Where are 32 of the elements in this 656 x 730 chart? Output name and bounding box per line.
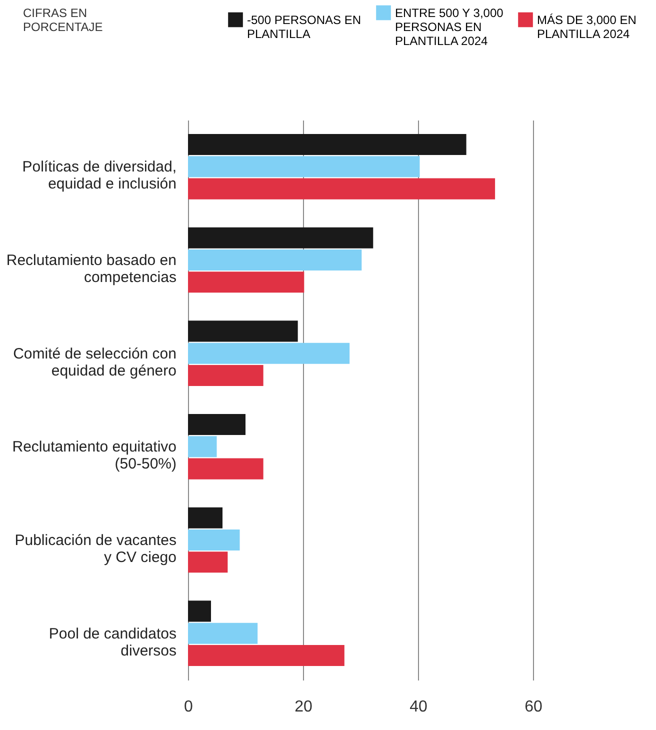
x-tick-label: 20 [294,698,312,716]
x-tick-label: 40 [410,698,428,716]
bar [188,249,362,271]
bar [188,320,298,342]
bar [188,458,264,480]
y-tick-label: Políticas de diversidad, equidad e inclusión [22,158,176,193]
bar [188,529,240,551]
bar [188,156,420,178]
y-tick-label: Reclutamiento basado en competencias [6,252,176,286]
y-tick-label: Reclutamiento equitativo (50-50%) [12,438,176,473]
bar [188,622,258,644]
bar [188,644,344,666]
bar [188,178,496,200]
bar [188,342,350,364]
legend-label: ENTRE 500 Y 3,000 PERSONAS EN PLANTILLA 2024 [395,6,504,48]
bar [188,414,246,436]
y-tick-label: Publicación de vacantes y CV ciego [14,532,176,566]
bar [188,507,222,528]
bar [188,134,466,156]
x-tick-label: 0 [184,698,194,716]
text: CIFRAS EN PORCENTAJE [23,6,103,34]
bar [188,227,374,248]
bar [188,364,264,386]
legend-label: MÁS DE 3,000 EN PLANTILLA 2024 [537,12,636,41]
y-tick-label: Pool de candidatos diversos [48,625,176,660]
bar [188,552,228,573]
bar [188,272,304,293]
legend-label: -500 PERSONAS EN PLANTILLA [247,12,362,41]
y-tick-label: Comité de selección con equidad de género [13,345,176,380]
bar [188,436,217,458]
x-tick-label: 60 [524,698,542,716]
bar [188,600,211,622]
